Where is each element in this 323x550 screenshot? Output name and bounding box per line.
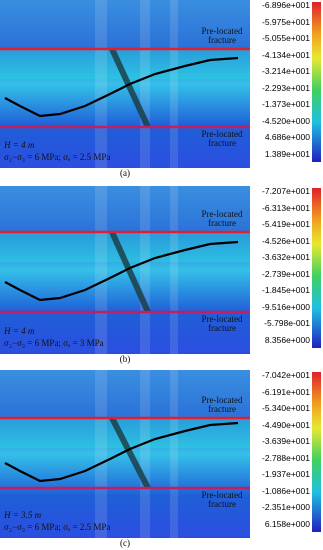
- stripe: [170, 370, 178, 538]
- colorbar-label: 8.356e+000: [263, 334, 311, 345]
- fracture-label: Pre-located fracture: [201, 490, 243, 509]
- stress-label: σ₂−σ₃ = 6 MPa; σₑ = 2.5 MPa: [4, 522, 111, 532]
- colorbar: [312, 372, 321, 532]
- fracture-band: [109, 416, 151, 490]
- colorbar-label: -3.632e+001: [261, 252, 311, 262]
- colorbar-label: -5.419e+001: [261, 219, 311, 229]
- colorbar-label: -4.134e+001: [261, 49, 311, 60]
- colorbar-label: -5.798e-001: [263, 318, 311, 328]
- depth-label: H = 3.5 m: [4, 510, 42, 520]
- fracture-label: Pre-located fracture: [201, 209, 243, 228]
- crack-path: [4, 421, 239, 483]
- colorbar-label: -4.526e+001: [261, 235, 311, 246]
- panel: -7.207e+001 -6.313e+001 -5.419e+001 -4.526e…: [0, 186, 323, 366]
- colorbar-label: -1.373e+001: [261, 99, 311, 109]
- colorbar-label: -6.896e+001: [261, 0, 311, 10]
- fracture-label: Pre-located fracture: [201, 314, 243, 333]
- colorbar-label: -2.788e+001: [261, 452, 311, 463]
- colorbar-label: -6.191e+001: [261, 386, 311, 397]
- stripe: [140, 186, 150, 354]
- fracture-band: [109, 230, 151, 314]
- simulation-image: [0, 0, 321, 168]
- caption: (a): [120, 168, 130, 178]
- caption: (b): [119, 354, 131, 364]
- colorbar-label: -5.975e+001: [261, 16, 311, 27]
- stripe: [95, 186, 107, 354]
- fracture-label: Pre-located fracture: [201, 395, 243, 414]
- fracture-band: [109, 47, 151, 129]
- colorbar-label: 1.389e+001: [263, 148, 311, 159]
- colorbar-label: -7.042e+001: [261, 370, 311, 380]
- colorbar-label: -9.516e+000: [261, 301, 311, 312]
- colorbar-label: -6.313e+001: [261, 202, 311, 213]
- stripe: [140, 0, 150, 168]
- stripe: [95, 0, 107, 168]
- colorbar-label: -2.351e+000: [261, 502, 311, 512]
- stress-label: σ₂−σ₃ = 6 MPa; σₑ = 3 MPa: [4, 338, 104, 348]
- stripe: [95, 370, 107, 538]
- stripe: [170, 186, 178, 354]
- panel: -7.042e+001 -6.191e+001 -5.340e+001 -4.490e…: [0, 370, 323, 550]
- stripe: [170, 0, 178, 168]
- panel: -6.896e+001 -5.975e+001 -5.055e+001 -4.134e…: [0, 0, 323, 180]
- colorbar-label: 6.158e+000: [263, 518, 311, 529]
- colorbar-label: -3.214e+001: [261, 66, 311, 76]
- colorbar-label: -1.937e+001: [261, 469, 311, 479]
- colorbar-label: -1.086e+001: [261, 485, 311, 496]
- stress-label: σ₂−σ₃ = 6 MPa; σₑ = 2.5 MPa: [4, 152, 111, 162]
- caption: (c): [120, 538, 130, 548]
- colorbar: [312, 2, 321, 162]
- depth-label: H = 4 m: [4, 326, 35, 336]
- fracture-label: Pre-located fracture: [201, 129, 243, 148]
- colorbar-label: -3.639e+001: [261, 436, 311, 446]
- colorbar-label: 4.686e+000: [263, 132, 311, 142]
- colorbar-label: -5.055e+001: [261, 33, 311, 43]
- crack-path: [4, 240, 239, 302]
- colorbar-label: -4.520e+000: [261, 115, 311, 126]
- colorbar-label: -1.845e+001: [261, 285, 311, 295]
- simulation-image: [0, 186, 321, 354]
- simulation-image: [0, 370, 321, 538]
- colorbar-label: -5.340e+001: [261, 403, 311, 413]
- fracture-label: Pre-located fracture: [201, 26, 243, 45]
- crack-path: [4, 56, 239, 118]
- colorbar-label: -4.490e+001: [261, 419, 311, 430]
- colorbar-label: -7.207e+001: [261, 186, 311, 196]
- colorbar-label: -2.739e+001: [261, 268, 311, 279]
- colorbar: [312, 188, 321, 348]
- depth-label: H = 4 m: [4, 140, 35, 150]
- background: [0, 370, 250, 538]
- stripe: [140, 370, 150, 538]
- colorbar-label: -2.293e+001: [261, 82, 311, 93]
